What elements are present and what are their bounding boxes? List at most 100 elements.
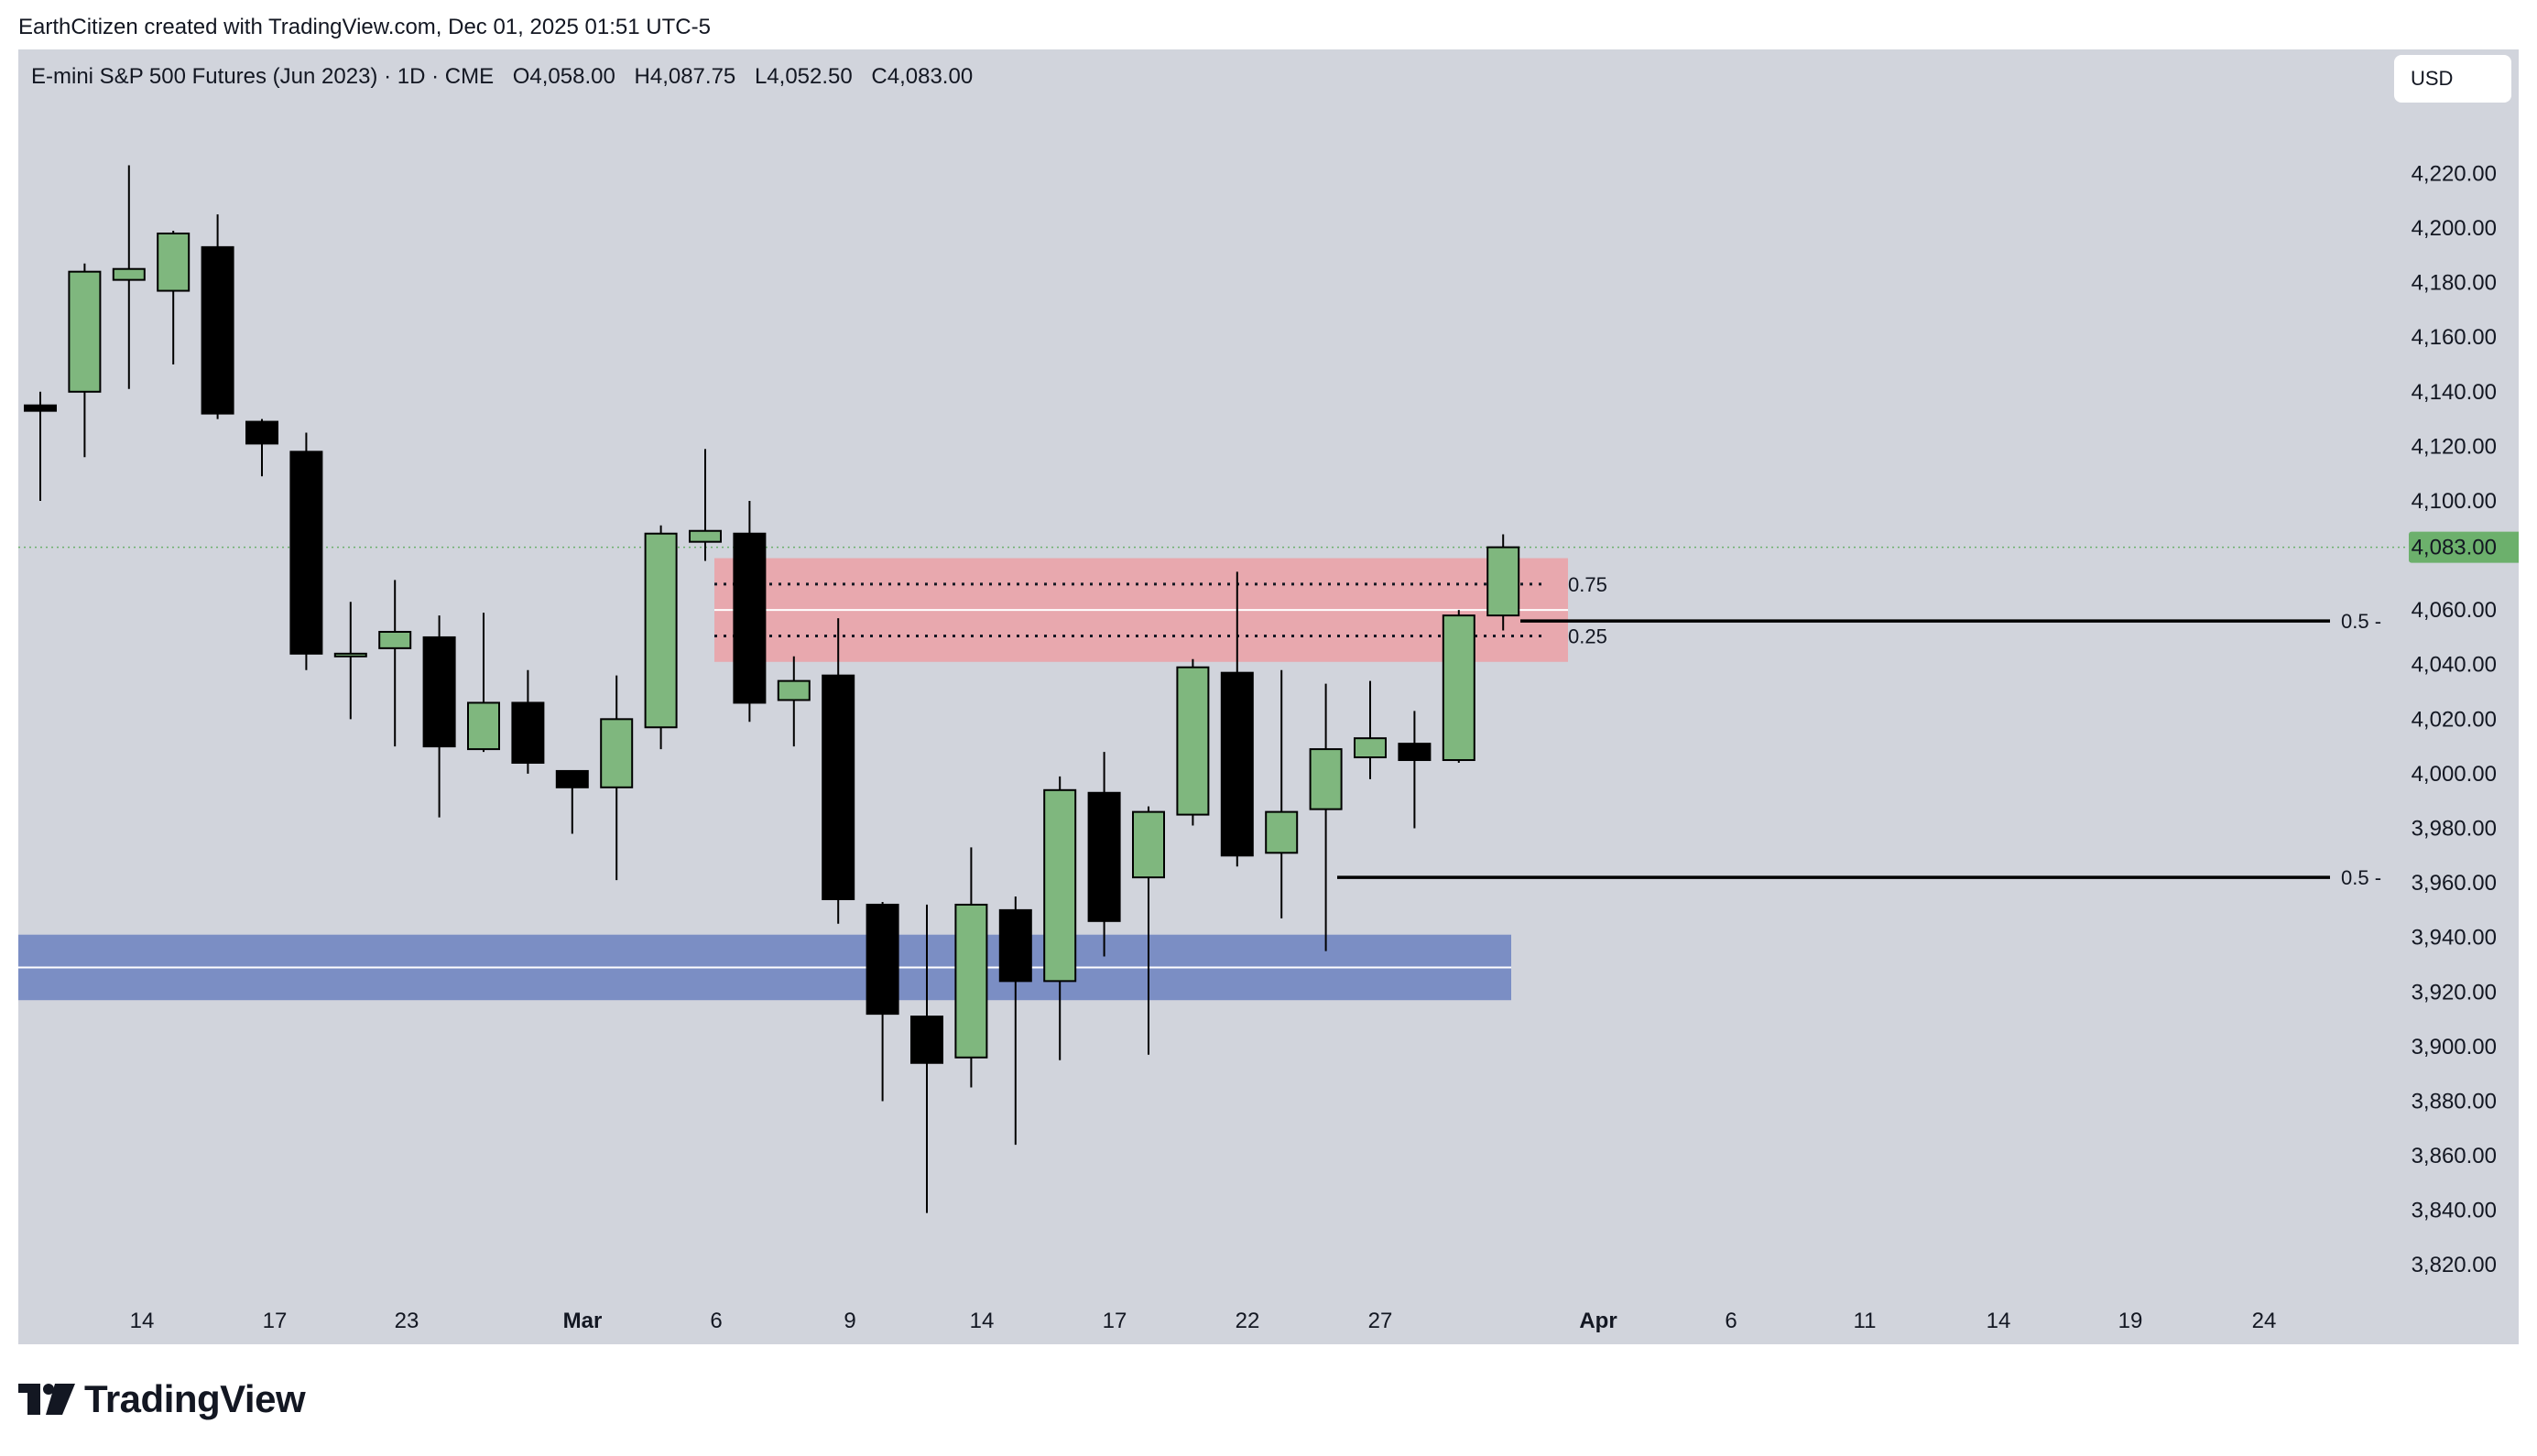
time-tick-label: 11	[1854, 1309, 1877, 1333]
candle-body	[289, 451, 323, 655]
candle-body	[467, 701, 500, 751]
candle-body	[1176, 666, 1210, 816]
candle	[201, 214, 234, 419]
supply-label-025: 0.25	[1568, 625, 1607, 647]
candle-body	[954, 903, 988, 1059]
chart-attribution: EarthCitizen created with TradingView.co…	[18, 15, 711, 39]
candle-body	[68, 270, 102, 393]
candle-body	[157, 232, 191, 292]
candle-body	[733, 532, 767, 704]
candlestick-chart[interactable]: 0.75 0.25 0.5 - 0.5 - 3,820.00 3,840.00 3,86…	[18, 49, 2519, 1344]
candle-body	[866, 903, 899, 1016]
candle-body	[112, 267, 146, 281]
time-tick-label: Mar	[563, 1309, 603, 1333]
candle	[1220, 571, 1254, 867]
price-tick-label: 4,160.00	[2412, 325, 2497, 350]
price-tick-label: 4,120.00	[2412, 434, 2497, 459]
candle	[467, 613, 500, 753]
candle-body	[644, 532, 678, 729]
candle	[689, 449, 722, 561]
candle-body	[910, 1016, 943, 1064]
candle	[777, 656, 811, 747]
price-tick-label: 4,020.00	[2412, 707, 2497, 732]
candle-body	[24, 404, 57, 412]
horizontal-line-label: 0.5 -	[2341, 866, 2381, 889]
lines-layer: 0.5 - 0.5 -	[18, 546, 2409, 889]
horizontal-line-label: 0.5 -	[2341, 610, 2381, 633]
time-tick-label: 6	[710, 1309, 722, 1333]
tradingview-logo-icon	[18, 1384, 75, 1415]
candle	[1486, 534, 1520, 631]
time-tick-label: 9	[844, 1309, 855, 1333]
price-tick-label: 3,940.00	[2412, 926, 2497, 951]
time-tick-label: Apr	[1579, 1309, 1617, 1333]
candle	[1354, 680, 1387, 779]
candle-body	[1265, 810, 1299, 854]
candle-body	[998, 908, 1032, 983]
price-tick-label: 3,880.00	[2412, 1089, 2497, 1114]
time-tick-label: 27	[1368, 1309, 1393, 1333]
candle	[1442, 610, 1475, 763]
candle	[910, 904, 943, 1213]
price-tick-label: 4,000.00	[2412, 762, 2497, 787]
candle	[866, 901, 899, 1102]
chart-pane[interactable]: 0.75 0.25 0.5 - 0.5 - 3,820.00 3,840.00 3,86…	[18, 49, 2519, 1344]
symbol-legend: E-mini S&P 500 Futures (Jun 2023) · 1D ·…	[31, 64, 985, 90]
candle	[245, 418, 278, 477]
candle	[112, 165, 146, 389]
open-value: O4,058.00	[512, 64, 615, 89]
candle-body	[555, 769, 589, 788]
candle-body	[1309, 748, 1343, 810]
candle-body	[1043, 788, 1077, 983]
candle	[1087, 752, 1121, 957]
candle	[954, 847, 988, 1088]
symbol-info: E-mini S&P 500 Futures (Jun 2023) · 1D ·…	[31, 64, 495, 89]
price-tick-label: 4,140.00	[2412, 380, 2497, 405]
time-tick-label: 14	[970, 1309, 995, 1333]
candle	[1309, 683, 1343, 951]
candle	[511, 669, 545, 774]
candle	[555, 769, 589, 834]
price-tick-label: 3,960.00	[2412, 871, 2497, 896]
high-value: H4,087.75	[634, 64, 736, 89]
last-price-label: 4,083.00	[2412, 536, 2497, 560]
candle-body	[511, 701, 545, 764]
candle-body	[1132, 810, 1165, 879]
price-tick-label: 3,860.00	[2412, 1144, 2497, 1168]
candle-body	[777, 679, 811, 701]
price-tick-label: 3,920.00	[2412, 980, 2497, 1005]
candle	[1265, 669, 1299, 918]
candle	[157, 230, 191, 364]
candle	[822, 618, 855, 924]
currency-button[interactable]: USD	[2394, 55, 2511, 103]
candle-body	[1398, 743, 1432, 762]
candle	[422, 615, 456, 818]
price-tick-label: 4,220.00	[2412, 161, 2497, 186]
candle-body	[333, 652, 367, 657]
price-tick-label: 4,040.00	[2412, 653, 2497, 678]
candle-body	[1442, 614, 1475, 762]
candle-body	[201, 245, 234, 415]
candle-body	[600, 718, 634, 788]
tradingview-logo[interactable]: TradingView	[18, 1377, 306, 1421]
candle	[68, 263, 102, 458]
price-tick-label: 3,840.00	[2412, 1199, 2497, 1223]
candle	[378, 580, 412, 747]
candle	[998, 896, 1032, 1146]
candle-body	[245, 420, 278, 445]
price-tick-label: 4,180.00	[2412, 271, 2497, 296]
time-axis: 14 17 23 Mar 6 9 14 17 22 27 Apr 6 11 14 19 24	[18, 1295, 2519, 1344]
candle-body	[689, 529, 722, 543]
candle	[733, 500, 767, 723]
candle	[1176, 658, 1210, 826]
price-tick-label: 3,900.00	[2412, 1035, 2497, 1059]
time-tick-label: 22	[1236, 1309, 1260, 1333]
low-value: L4,052.50	[754, 64, 853, 89]
candle	[1398, 711, 1432, 829]
time-tick-label: 24	[2252, 1309, 2277, 1333]
candle	[1043, 776, 1077, 1060]
price-tick-label: 3,820.00	[2412, 1253, 2497, 1277]
close-value: C4,083.00	[871, 64, 974, 89]
time-tick-label: 17	[263, 1309, 288, 1333]
candle-body	[1486, 546, 1520, 617]
